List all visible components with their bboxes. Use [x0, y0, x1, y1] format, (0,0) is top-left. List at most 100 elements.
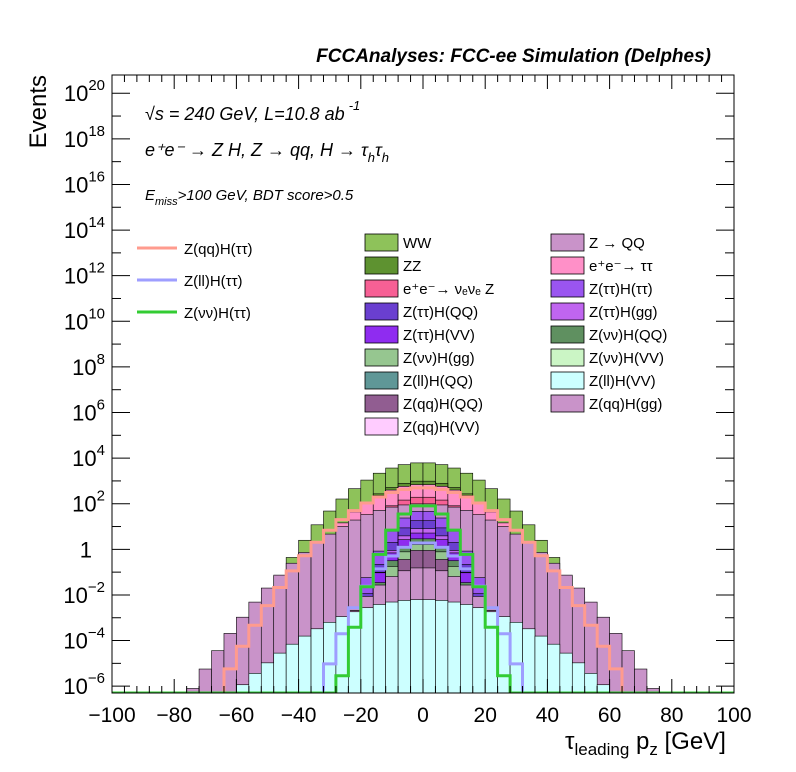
stack-bar	[422, 599, 436, 693]
stack-bar	[571, 662, 586, 693]
x-axis-label-psub: z	[649, 740, 658, 759]
stack-bar	[410, 599, 424, 693]
stack-bar	[385, 601, 399, 693]
x-tick-label: −20	[343, 704, 379, 727]
stack-bar	[310, 628, 324, 693]
stack-bar	[323, 622, 337, 693]
x-tick-label: −100	[88, 704, 135, 727]
legend-bkg-swatch	[550, 325, 585, 344]
legend-bkg-label: e⁺e⁻→ ττ	[589, 258, 653, 275]
legend-bkg-label: Z(qq)H(gg)	[589, 396, 662, 413]
stack-bar	[248, 673, 262, 693]
stack-bar	[211, 650, 225, 693]
x-tick-label: −60	[219, 704, 255, 727]
y-tick-label: 1020	[64, 77, 105, 106]
stack-bar	[198, 668, 212, 693]
stack-bar	[534, 635, 548, 693]
y-tick-label: 10−4	[63, 625, 105, 654]
legend-bkg-label: Z(ττ)H(gg)	[589, 304, 658, 321]
legend-bkg-label: Z(ll)H(VV)	[589, 373, 656, 390]
stack-bar	[447, 601, 461, 693]
legend-bkg-label: Z → QQ	[589, 235, 645, 252]
y-tick-label: 1014	[64, 214, 105, 243]
stack-bar	[348, 611, 362, 693]
legend-bkg-label: Z(qq)H(VV)	[403, 419, 480, 436]
legend-bkg-label: Z(νν)H(gg)	[403, 350, 475, 367]
legend-bkg-swatch	[364, 348, 399, 367]
stack-bar	[360, 607, 374, 693]
legend-bkg-swatch	[550, 302, 585, 321]
stack-bar	[609, 633, 623, 693]
chart-title: FCCAnalyses: FCC-ee Simulation (Delphes)	[316, 46, 711, 67]
annotation-cuts: Emiss>100 GeV, BDT score>0.5	[145, 187, 354, 208]
legend-signal: Z(qq)H(ττ) Z(ll)H(ττ) Z(νν)H(ττ)	[137, 241, 253, 322]
signal-curves	[112, 486, 734, 693]
legend-bkg-swatch	[550, 233, 585, 252]
legend-bkg-swatch	[364, 417, 399, 436]
stack-bar	[298, 635, 312, 693]
stack-bar	[547, 643, 561, 693]
stack-bar	[522, 628, 536, 693]
legend-bkg-swatch	[364, 325, 399, 344]
legend-signal-label: Z(νν)H(ττ)	[184, 305, 251, 322]
x-tick-label: 40	[536, 704, 559, 727]
stack-bar	[584, 673, 598, 693]
legend-bkg-swatch	[550, 371, 585, 390]
legend-bkg-label: ZZ	[403, 258, 421, 275]
y-tick-label: 108	[72, 351, 105, 380]
legend-bkg-swatch	[364, 394, 399, 413]
legend-bkg-swatch	[550, 279, 585, 298]
y-tick-label: 1	[80, 537, 92, 562]
legend-bkg-label: Z(ττ)H(VV)	[403, 327, 475, 344]
stack-bar	[484, 611, 498, 693]
x-axis-label-tau: τ	[565, 728, 575, 755]
y-tick-label: 102	[72, 488, 105, 517]
stack-14	[236, 599, 610, 693]
stack-bar	[285, 643, 299, 693]
x-axis-label-unit: [GeV]	[658, 728, 726, 755]
legend-bkg-label: Z(νν)H(VV)	[589, 350, 664, 367]
legend-bkg-label: Z(ττ)H(ττ)	[589, 281, 653, 298]
x-tick-labels: −100 −80 −60 −40 −20 0 20 40 60 80 100	[88, 704, 751, 727]
legend-bkg-label: WW	[403, 235, 432, 252]
y-tick-label: 104	[72, 442, 105, 471]
y-tick-label: 1018	[64, 123, 105, 152]
legend-bkg-swatch	[550, 348, 585, 367]
x-tick-label: 60	[598, 704, 621, 727]
x-axis-label: τleading pz [GeV]	[565, 728, 726, 759]
y-tick-label: 10−2	[63, 579, 105, 608]
stack-bar	[596, 616, 610, 693]
legend-bkg-swatch	[364, 256, 399, 275]
stack-bar	[472, 607, 486, 693]
legend-bkg-swatch	[550, 256, 585, 275]
x-tick-label: 20	[474, 704, 497, 727]
stack-bar	[223, 633, 237, 693]
legend-bkg-label: Z(ll)H(QQ)	[403, 373, 473, 390]
x-tick-label: 100	[716, 704, 751, 727]
legend-signal-label: Z(ll)H(ττ)	[184, 273, 243, 290]
stack-bar	[509, 622, 523, 693]
x-tick-label: −80	[156, 704, 192, 727]
legend-backgrounds: WW Z → QQ ZZ e⁺e⁻→ ττ e⁺e⁻→ νₑνₑ Z Z(ττ)H(ττ)…	[364, 233, 667, 436]
stack-bar	[372, 604, 386, 693]
y-tick-label: 10−6	[63, 670, 105, 699]
x-axis-label-sub: leading	[574, 740, 629, 759]
stack-bar	[460, 604, 474, 693]
annotation-energy: √s = 240 GeV, L=10.8 ab -1	[145, 98, 360, 124]
stack-bar	[273, 652, 287, 693]
stack-bar	[634, 668, 648, 693]
stack-bar	[236, 616, 250, 693]
legend-bkg-swatch	[364, 233, 399, 252]
signal-curve-2	[112, 541, 734, 693]
y-tick-label: 1010	[64, 305, 105, 334]
x-tick-label: 0	[417, 704, 429, 727]
annotation-block: √s = 240 GeV, L=10.8 ab -1 e⁺e⁻ → Z H, Z …	[145, 98, 389, 208]
stack-bar	[497, 616, 511, 693]
legend-bkg-label: Z(νν)H(QQ)	[589, 327, 667, 344]
svg-text:τleading pz [GeV]: τleading pz [GeV]	[565, 728, 726, 759]
legend-bkg-swatch	[364, 371, 399, 390]
stack-bar	[621, 650, 635, 693]
y-tick-labels: 10−6 10−4 10−2 1 102 104 106 108 1010 1012 1014 101…	[63, 77, 105, 699]
